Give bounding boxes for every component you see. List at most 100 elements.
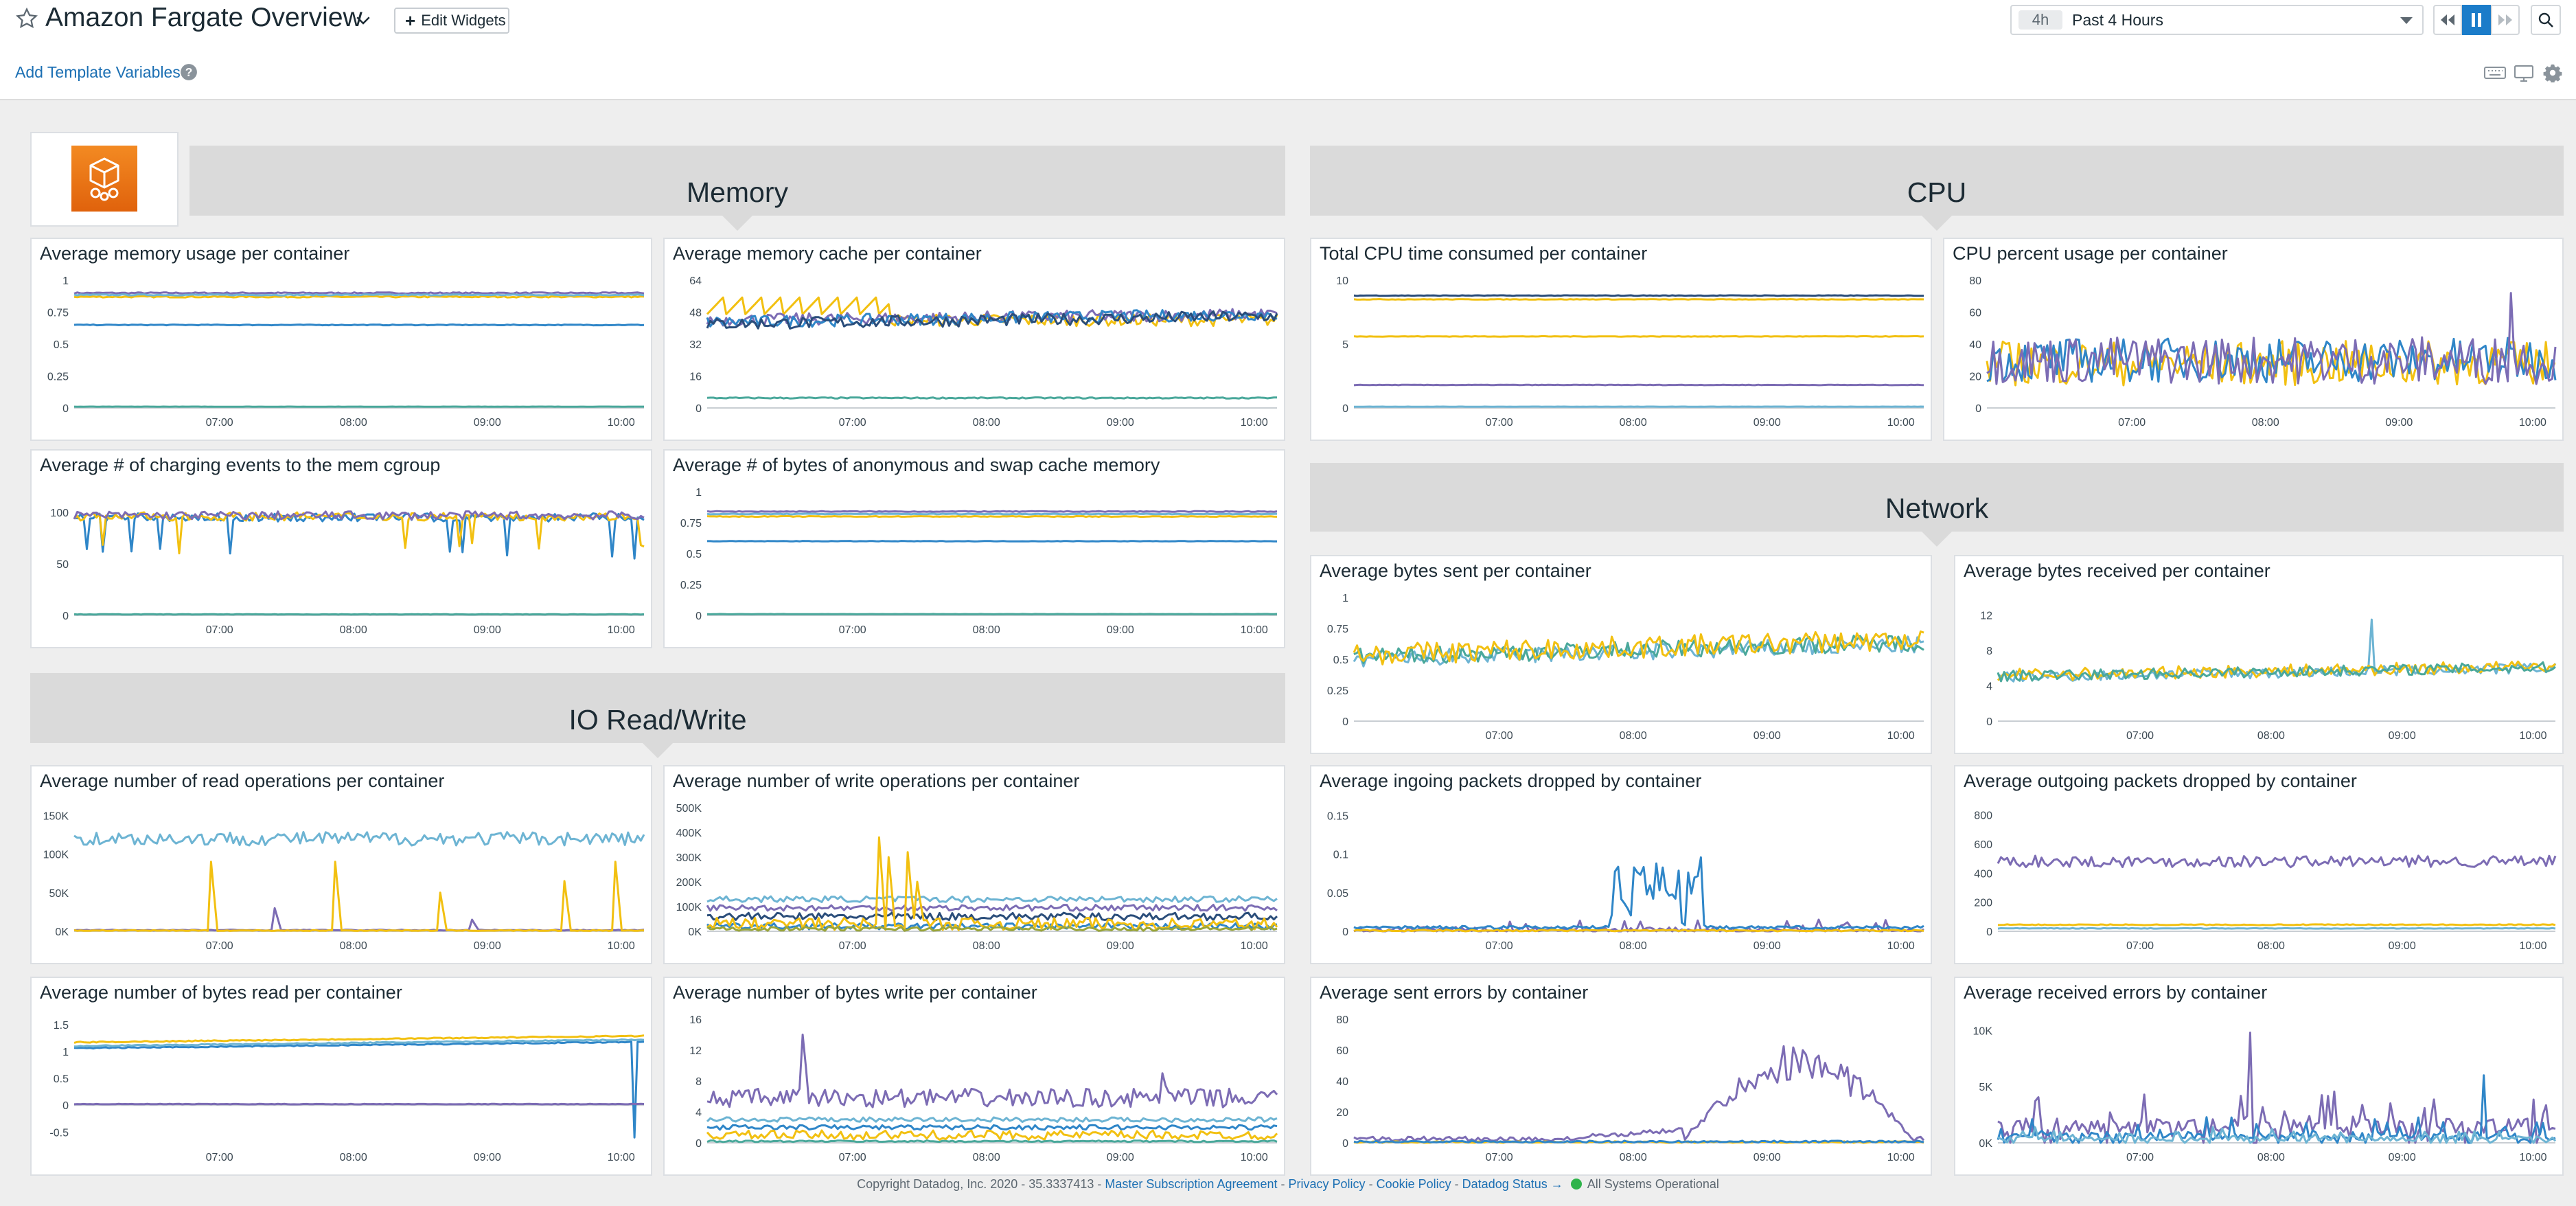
series-line [73,613,645,616]
rewind-button[interactable] [2433,5,2462,35]
x-tick-label: 08:00 [1620,730,1647,742]
y-tick-label: 0.75 [1327,624,1348,635]
y-tick-label: 100 [50,508,69,519]
chart-cpu-total[interactable]: 10 5 0 07:00 08:00 09:00 10:00 [1311,239,1931,440]
add-template-variables-link[interactable]: Add Template Variables [15,63,181,81]
chart-mem-charge[interactable]: 100 50 0 07:00 08:00 09:00 10:00 [32,451,651,647]
widget-mem-anon[interactable]: Average # of bytes of anonymous and swap… [663,449,1285,648]
widget-title: Average received errors by container [1964,982,2268,1003]
search-icon [2538,12,2553,27]
y-tick-label: 1 [1342,593,1348,604]
footer-cookie-link[interactable]: Cookie Policy [1376,1177,1451,1191]
widget-title: Average number of bytes write per contai… [673,982,1037,1003]
footer-separator: - [1280,1177,1285,1191]
help-icon[interactable]: ? [180,63,198,81]
widget-title: Average outgoing packets dropped by cont… [1964,771,2357,791]
widget-io-write[interactable]: Average number of write operations per c… [663,765,1285,964]
edit-widgets-label: Edit Widgets [421,12,506,29]
widget-net-recv[interactable]: Average bytes received per container 12 8 4… [1954,555,2564,754]
series-line [1986,292,2557,385]
x-tick-label: 09:00 [1107,1152,1134,1163]
series-line [1353,630,1924,665]
widget-io-bytes-write[interactable]: Average number of bytes write per contai… [663,977,1285,1176]
widget-net-sent[interactable]: Average bytes sent per container 1 0.75 0.5… [1310,555,1932,754]
chart-cpu-pct[interactable]: 80 60 40 20 0 07:00 08:00 09:00 10:00 [1944,239,2562,440]
y-tick-label: 0.15 [1327,810,1348,822]
x-tick-label: 07:00 [839,417,866,429]
chevron-down-icon[interactable] [353,10,373,30]
section-title: Memory [686,177,789,208]
tv-mode-icon[interactable] [2514,65,2533,82]
x-tick-label: 07:00 [1486,1152,1513,1163]
search-button[interactable] [2531,5,2561,35]
chart-mem-anon[interactable]: 1 0.75 0.5 0.25 0 07:00 08:00 09:00 10:00 [665,451,1284,647]
y-tick-label: 0 [695,611,702,622]
y-tick-label: 60 [1336,1045,1348,1057]
chart-pkt-in[interactable]: 0.15 0.1 0.05 0 07:00 08:00 09:00 10:00 [1311,766,1931,963]
widget-mem-charge[interactable]: Average # of charging events to the mem … [30,449,652,648]
section-notch [643,743,673,758]
widget-pkt-in[interactable]: Average ingoing packets dropped by conta… [1310,765,1932,964]
series-line [1997,854,2557,869]
y-tick-label: 200K [676,877,702,889]
series-line [1353,294,1924,297]
y-tick-label: 0 [1342,926,1348,938]
svg-text:?: ? [185,65,193,79]
chart-io-bytes-write[interactable]: 16 12 8 4 0 07:00 08:00 09:00 10:00 [665,978,1284,1174]
star-icon[interactable] [15,7,38,30]
y-tick-label: 0.75 [680,518,702,530]
widget-cpu-total[interactable]: Total CPU time consumed per container 10 5… [1310,238,1932,441]
edit-widgets-button[interactable]: + Edit Widgets [394,8,509,34]
x-tick-label: 09:00 [1753,730,1781,742]
x-tick-label: 09:00 [1753,1152,1781,1163]
widget-mem-usage[interactable]: Average memory usage per container 1 0.75 0… [30,238,652,441]
footer-status-text: All Systems Operational [1587,1177,1719,1191]
chart-net-sent[interactable]: 1 0.75 0.5 0.25 0 07:00 08:00 09:00 10:00 [1311,556,1931,753]
chart-err-recv[interactable]: 10K 5K 0K 07:00 08:00 09:00 10:00 [1955,978,2562,1174]
widget-io-bytes-read[interactable]: Average number of bytes read per contain… [30,977,652,1176]
y-tick-label: 0 [1975,403,1981,415]
section-notch [722,216,752,231]
chart-io-read[interactable]: 150K 100K 50K 0K 07:00 08:00 09:00 10:00 [32,766,651,963]
series-line [1353,1045,1925,1143]
y-tick-label: 0 [62,403,69,415]
chart-io-write[interactable]: 500K 400K 300K 200K 100K 0K 07:00 08:00 09:00 10:… [665,766,1284,963]
x-tick-label: 10:00 [1241,417,1268,429]
widget-cpu-pct[interactable]: CPU percent usage per container 80 60 40 20 0… [1943,238,2564,441]
widget-io-read[interactable]: Average number of read operations per co… [30,765,652,964]
widget-pkt-out[interactable]: Average outgoing packets dropped by cont… [1954,765,2564,964]
series-line [73,1040,645,1139]
y-tick-label: 1.5 [54,1020,69,1032]
section-notch [1922,532,1952,547]
y-tick-label: 300K [676,852,702,864]
chart-io-bytes-read[interactable]: 1.5 1 0.5 0 -0.5 07:00 08:00 09:00 10:00 [32,978,651,1174]
chart-mem-usage[interactable]: 1 0.75 0.5 0.25 0 07:00 08:00 09:00 10:00 [32,239,651,440]
footer-status-link[interactable]: Datadog Status → [1462,1177,1563,1191]
x-tick-label: 10:00 [1241,624,1268,636]
chart-err-sent[interactable]: 80 60 40 20 0 07:00 08:00 09:00 10:00 [1311,978,1931,1174]
widget-title: Average number of bytes read per contain… [40,982,402,1003]
pause-button[interactable] [2462,5,2491,35]
widget-err-sent[interactable]: Average sent errors by container 80 60 40 20… [1310,977,1932,1176]
gear-icon[interactable] [2543,63,2562,82]
footer-msa-link[interactable]: Master Subscription Agreement [1105,1177,1278,1191]
x-tick-label: 07:00 [206,624,233,636]
x-tick-label: 07:00 [839,624,866,636]
series-line [706,310,1278,330]
keyboard-icon[interactable] [2484,65,2506,81]
widget-mem-cache[interactable]: Average memory cache per container 64 48 32… [663,238,1285,441]
chart-mem-cache[interactable]: 64 48 32 16 0 07:00 08:00 09:00 10:00 [665,239,1284,440]
y-tick-label: 0.25 [680,580,702,591]
footer-separator: - [1454,1177,1459,1191]
widget-err-recv[interactable]: Average received errors by container 10K 5… [1954,977,2564,1176]
forward-button[interactable] [2491,5,2520,35]
y-tick-label: 10K [1973,1025,1993,1037]
time-range-select[interactable]: 4h Past 4 Hours [2010,5,2424,35]
series-line [1997,1032,2556,1144]
footer-privacy-link[interactable]: Privacy Policy [1288,1177,1366,1191]
x-tick-label: 07:00 [839,1152,866,1163]
chart-pkt-out[interactable]: 800 600 400 200 0 07:00 08:00 09:00 10:00 [1955,766,2562,963]
chart-net-recv[interactable]: 12 8 4 0 07:00 08:00 09:00 10:00 [1955,556,2562,753]
series-line [74,1038,645,1048]
x-tick-label: 10:00 [2519,417,2546,429]
